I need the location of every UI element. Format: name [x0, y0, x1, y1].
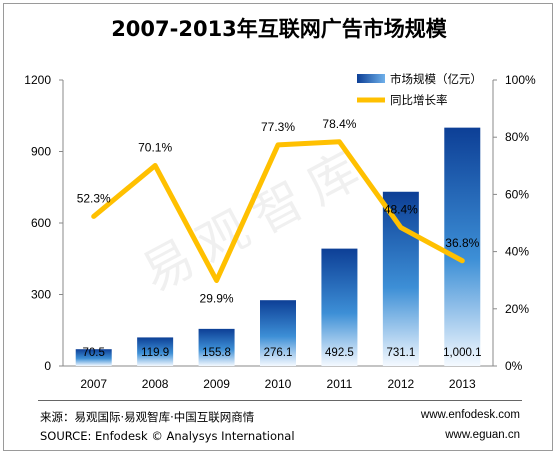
bar [137, 337, 174, 366]
bar [444, 127, 481, 367]
bar [321, 248, 358, 366]
source-en: SOURCE: Enfodesk © Analysys Internationa… [40, 429, 295, 443]
left-tick-label: 1200 [24, 73, 51, 87]
url-enfodesk[interactable]: www.enfodesk.com [420, 409, 520, 421]
bar-value-label: 155.8 [202, 347, 231, 359]
bar-value-label: 70.5 [83, 347, 105, 359]
legend-bar-label: 市场规模（亿元） [390, 72, 482, 86]
url-eguan[interactable]: www.eguan.cn [445, 429, 520, 441]
x-tick-label: 2008 [142, 377, 169, 391]
x-tick-label: 2013 [449, 377, 476, 391]
footer-divider [38, 400, 522, 401]
bar-value-label: 276.1 [264, 347, 293, 359]
left-tick-label: 300 [31, 288, 51, 302]
right-tick-label: 60% [505, 187, 529, 201]
source-cn: 来源：易观国际·易观智库·中国互联网商情 [40, 410, 255, 424]
bar-value-label: 1,000.1 [443, 347, 481, 359]
growth-value-label: 70.1% [138, 141, 172, 155]
x-tick-label: 2009 [203, 377, 230, 391]
growth-value-label: 78.4% [322, 117, 356, 131]
axes: 0 300 600 900 1200 0% 20% 40% 60% 80% 100% 2007 2008… [24, 73, 536, 391]
legend: 市场规模（亿元） 同比增长率 [357, 72, 482, 107]
growth-point [215, 278, 219, 282]
growth-point [337, 140, 341, 144]
growth-value-label: 52.3% [77, 191, 111, 205]
x-tick-label: 2010 [265, 377, 292, 391]
growth-point [153, 164, 157, 168]
x-tick-label: 2012 [388, 377, 415, 391]
bars [75, 127, 481, 367]
growth-value-label: 29.9% [200, 291, 234, 305]
data-labels: 70.5 119.9 155.8 276.1 492.5 731.1 1,000.1 52.3… [77, 117, 482, 359]
growth-line-layer [91, 139, 465, 283]
chart-title: 2007-2013年互联网广告市场规模 [111, 17, 447, 41]
x-tick-label: 2007 [80, 377, 107, 391]
bar [198, 328, 235, 366]
right-tick-label: 100% [505, 73, 536, 87]
bar [75, 349, 112, 366]
bar-value-label: 119.9 [141, 347, 169, 359]
left-tick-label: 600 [31, 216, 51, 230]
growth-point [460, 259, 464, 263]
chart: 0 300 600 900 1200 0% 20% 40% 60% 80% 100% 2007 2008… [24, 72, 536, 391]
right-tick-label: 20% [505, 302, 529, 316]
growth-value-label: 36.8% [445, 236, 479, 250]
right-tick-label: 80% [505, 130, 529, 144]
growth-value-label: 77.3% [261, 120, 295, 134]
legend-line-label: 同比增长率 [390, 93, 448, 107]
left-tick-label: 900 [31, 145, 51, 159]
bar-value-label: 731.1 [386, 347, 415, 359]
growth-value-label: 48.4% [384, 203, 418, 217]
right-tick-label: 40% [505, 245, 529, 259]
legend-bar-swatch [357, 74, 385, 83]
growth-point [399, 226, 403, 230]
growth-point [276, 143, 280, 147]
bar-value-label: 492.5 [325, 347, 354, 359]
left-tick-label: 0 [44, 359, 51, 373]
right-tick-label: 0% [505, 359, 523, 373]
bar [260, 300, 296, 366]
growth-point [92, 214, 96, 218]
x-tick-label: 2011 [327, 377, 353, 391]
bar [382, 191, 419, 366]
